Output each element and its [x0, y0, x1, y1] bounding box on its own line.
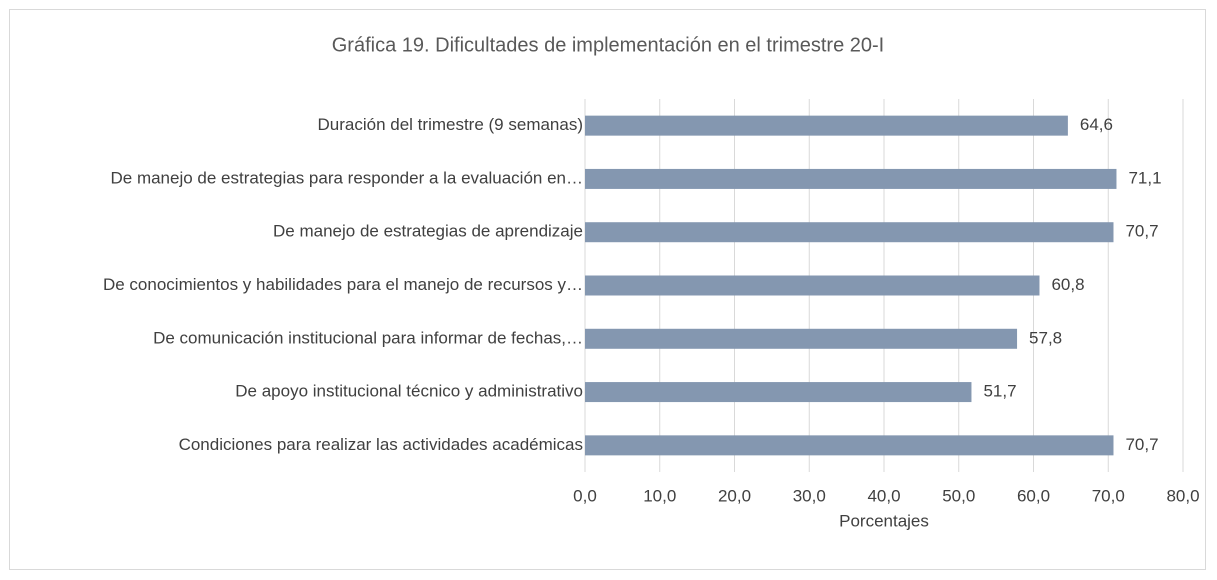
- x-tick-label: 0,0: [573, 486, 597, 505]
- data-label: 71,1: [1128, 168, 1161, 187]
- x-tick-label: 50,0: [942, 486, 975, 505]
- bar: [585, 382, 972, 403]
- bar: [585, 435, 1114, 456]
- x-tick-label: 40,0: [867, 486, 900, 505]
- data-label: 60,8: [1051, 275, 1084, 294]
- bar: [585, 168, 1117, 189]
- y-tick-label: De manejo de estrategias para responder …: [110, 168, 583, 187]
- x-tick-label: 20,0: [718, 486, 751, 505]
- y-tick-label: De apoyo institucional técnico y adminis…: [235, 382, 583, 401]
- bar: [585, 275, 1040, 296]
- data-label: 70,7: [1125, 435, 1158, 454]
- y-tick-label: De conocimientos y habilidades para el m…: [103, 275, 583, 294]
- x-tick-label: 10,0: [643, 486, 676, 505]
- x-tick-label: 70,0: [1092, 486, 1125, 505]
- x-tick-label: 30,0: [793, 486, 826, 505]
- bar: [585, 328, 1018, 349]
- x-tick-label: 80,0: [1166, 486, 1199, 505]
- chart-title: Gráfica 19. Dificultades de implementaci…: [332, 34, 884, 56]
- data-label: 64,6: [1080, 115, 1113, 134]
- y-tick-label: De comunicación institucional para infor…: [153, 328, 583, 347]
- data-label: 70,7: [1125, 222, 1158, 241]
- y-tick-label: Duración del trimestre (9 semanas): [318, 115, 583, 134]
- y-tick-label: Condiciones para realizar las actividade…: [179, 435, 583, 454]
- y-tick-label: De manejo de estrategias de aprendizaje: [273, 222, 583, 241]
- x-axis-title: Porcentajes: [839, 511, 929, 530]
- data-label: 57,8: [1029, 328, 1062, 347]
- data-label: 51,7: [983, 382, 1016, 401]
- bar: [585, 115, 1068, 136]
- x-tick-label: 60,0: [1017, 486, 1050, 505]
- bar: [585, 222, 1114, 243]
